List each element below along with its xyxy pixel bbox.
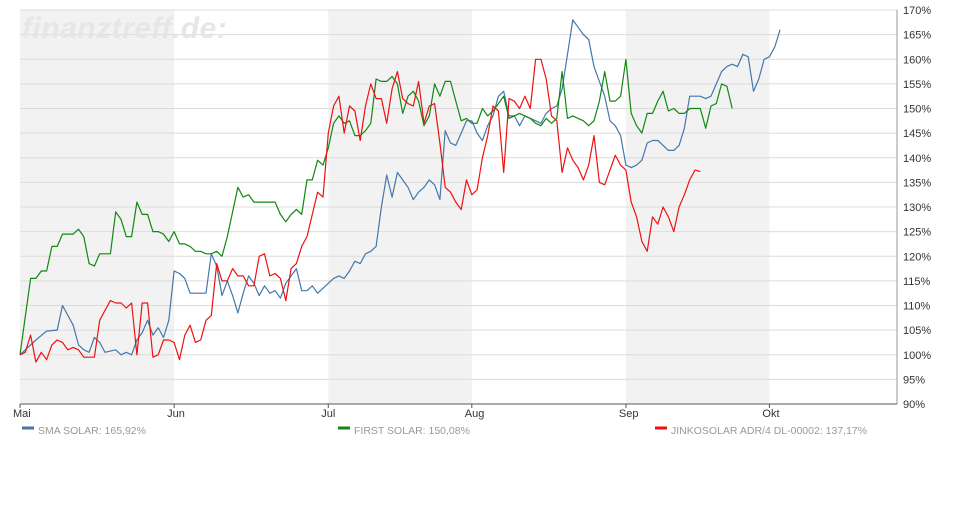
y-tick-label: 150% xyxy=(903,104,931,116)
y-tick-label: 95% xyxy=(903,374,925,386)
y-tick-label: 90% xyxy=(903,399,925,411)
y-tick-label: 160% xyxy=(903,54,931,66)
horizontal-gridlines xyxy=(20,9,897,405)
x-tick-label: Mai xyxy=(13,408,31,420)
y-tick-label: 125% xyxy=(903,227,931,239)
legend-label-2: JINKOSOLAR ADR/4 DL-00002: 137,17% xyxy=(671,425,867,437)
legend-label-1: FIRST SOLAR: 150,08% xyxy=(354,425,470,437)
y-tick-label: 105% xyxy=(903,325,931,337)
y-tick-label: 145% xyxy=(903,128,931,140)
x-tick-label: Sep xyxy=(619,408,639,420)
series-line-1 xyxy=(19,58,733,355)
y-tick-label: 130% xyxy=(903,202,931,214)
legend-label-0: SMA SOLAR: 165,92% xyxy=(38,425,146,437)
axes: 90% 95% 100% 105% 110% 115% 120% 125% 130% 135% 14… xyxy=(13,5,931,420)
y-tick-label: 120% xyxy=(903,251,931,263)
y-tick-label: 170% xyxy=(903,5,931,17)
y-tick-label: 140% xyxy=(903,153,931,165)
y-tick-label: 165% xyxy=(903,30,931,42)
series-lines xyxy=(19,19,781,363)
x-tick-label: Okt xyxy=(762,408,779,420)
watermark-logo: finanztreff.de: xyxy=(22,12,228,45)
x-tick-label: Jun xyxy=(167,408,185,420)
y-tick-label: 110% xyxy=(903,301,931,313)
y-tick-label: 135% xyxy=(903,177,931,189)
x-tick-label: Jul xyxy=(321,408,335,420)
y-tick-label: 155% xyxy=(903,79,931,91)
legend: SMA SOLAR: 165,92% FIRST SOLAR: 150,08% JI… xyxy=(22,425,867,437)
series-line-2 xyxy=(19,58,701,363)
series-line-0 xyxy=(19,19,781,356)
y-tick-label: 100% xyxy=(903,350,931,362)
y-tick-label: 115% xyxy=(903,276,931,288)
x-tick-label: Aug xyxy=(465,408,485,420)
